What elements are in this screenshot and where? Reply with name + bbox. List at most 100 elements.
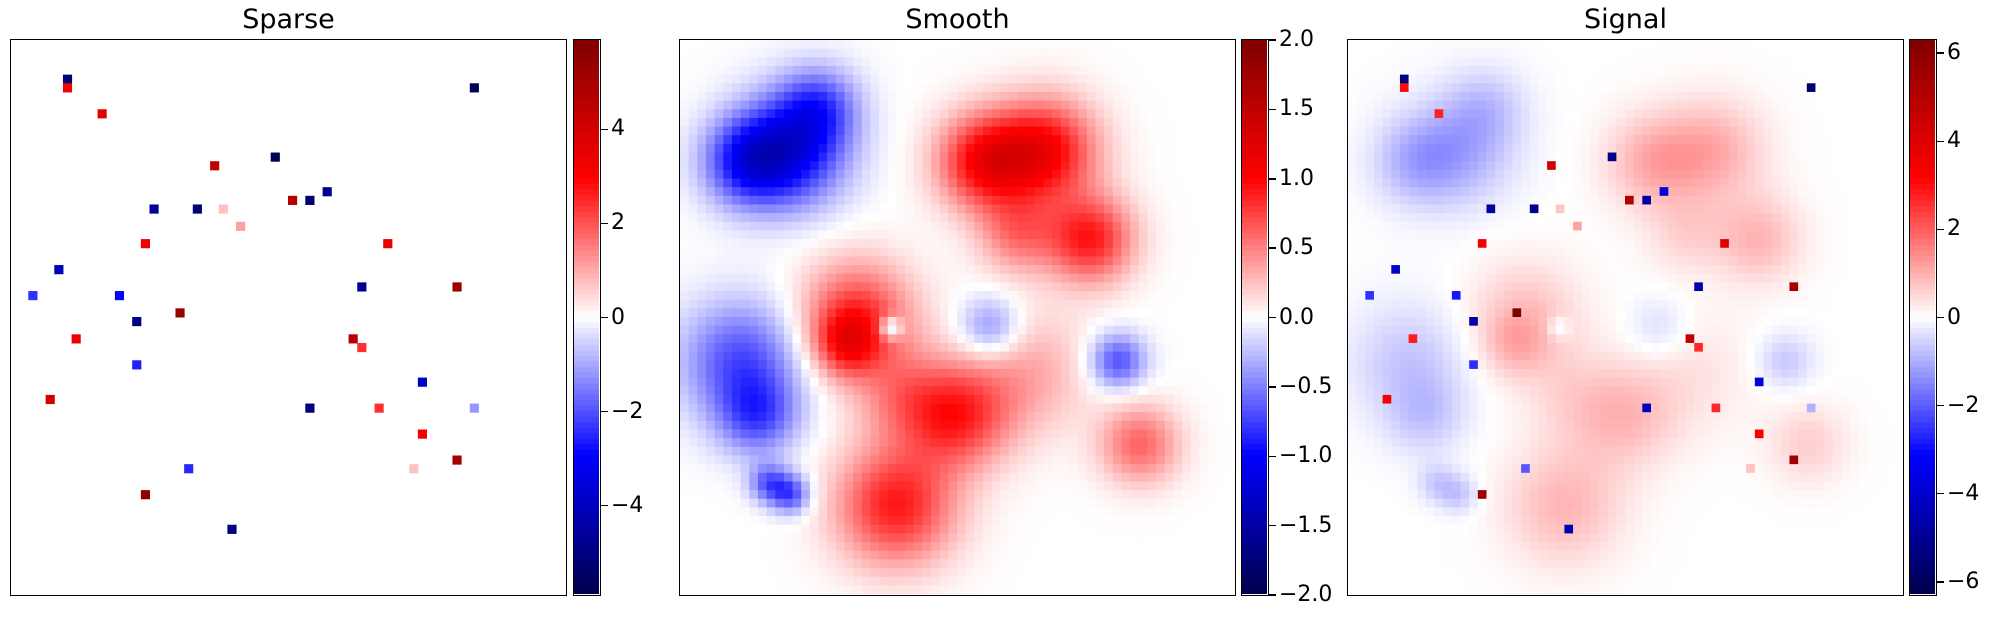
heatmap-cell xyxy=(1052,386,1062,396)
heatmap-cell xyxy=(1746,91,1756,102)
heatmap-cell xyxy=(1112,204,1123,214)
colorbar-segment xyxy=(1242,394,1267,401)
heatmap-cell xyxy=(731,169,742,180)
heatmap-cell xyxy=(896,135,906,145)
heatmap-cell xyxy=(1348,65,1358,76)
heatmap-cell xyxy=(870,161,880,171)
heatmap-cell xyxy=(939,178,949,188)
heatmap-cell xyxy=(1112,351,1123,361)
heatmap-cell xyxy=(879,464,889,474)
heatmap-cell xyxy=(1086,394,1097,405)
heatmap-cell xyxy=(870,40,880,50)
heatmap-cell xyxy=(775,152,785,162)
heatmap-cell xyxy=(931,377,941,387)
heatmap-cell xyxy=(731,412,742,422)
heatmap-cell xyxy=(792,377,802,387)
heatmap-cell xyxy=(1026,325,1036,335)
heatmap-cell xyxy=(1555,65,1566,76)
heatmap-cell xyxy=(749,420,759,431)
heatmap-cell xyxy=(939,57,949,67)
heatmap-cell xyxy=(1216,568,1226,578)
heatmap-cell xyxy=(1000,507,1010,517)
heatmap-cell xyxy=(1043,550,1053,560)
signal-heatmap xyxy=(1347,39,1904,596)
heatmap-cell xyxy=(1060,420,1071,431)
heatmap-cell xyxy=(939,169,949,180)
heatmap-cell xyxy=(1156,126,1166,136)
heatmap-cell xyxy=(1130,386,1140,396)
heatmap-cell xyxy=(991,299,1001,309)
heatmap-cell xyxy=(740,559,750,569)
heatmap-cell xyxy=(982,239,993,249)
heatmap-cell xyxy=(680,239,690,249)
heatmap-cell xyxy=(1216,91,1226,102)
heatmap-cell xyxy=(1443,91,1453,102)
heatmap-cell xyxy=(1156,325,1166,335)
heatmap-cell xyxy=(1365,100,1375,110)
heatmap-cell xyxy=(1164,377,1175,387)
heatmap-cell xyxy=(887,135,898,145)
heatmap-cell xyxy=(1060,213,1071,223)
heatmap-cell xyxy=(1000,109,1010,119)
heatmap-cell xyxy=(922,40,932,50)
heatmap-cell xyxy=(749,317,759,327)
heatmap-cell xyxy=(939,507,949,517)
heatmap-cell xyxy=(783,386,794,396)
heatmap-cell xyxy=(749,472,759,483)
heatmap-cell xyxy=(1607,83,1617,93)
heatmap-cell xyxy=(775,455,785,465)
heatmap-cell xyxy=(792,265,802,275)
heatmap-cell xyxy=(827,169,837,180)
heatmap-cell xyxy=(1104,498,1114,509)
heatmap-cell xyxy=(1121,282,1131,292)
heatmap-cell xyxy=(827,299,837,309)
heatmap-cell xyxy=(1078,386,1088,396)
heatmap-cell xyxy=(1052,342,1062,353)
heatmap-cell xyxy=(1806,57,1817,67)
heatmap-cell xyxy=(1095,299,1105,309)
heatmap-cell xyxy=(1052,585,1062,594)
heatmap-cell xyxy=(1026,455,1036,465)
heatmap-cell xyxy=(818,533,828,543)
heatmap-cell xyxy=(723,351,733,361)
heatmap-cell xyxy=(1008,195,1019,206)
heatmap-cell xyxy=(688,126,698,136)
heatmap-cell xyxy=(1225,472,1234,483)
heatmap-cell xyxy=(982,282,993,292)
heatmap-cell xyxy=(688,524,698,535)
heatmap-cell xyxy=(697,100,707,110)
heatmap-cell xyxy=(835,550,846,560)
heatmap-cell xyxy=(1043,265,1053,275)
heatmap-cell xyxy=(1182,91,1192,102)
heatmap-cell xyxy=(1208,213,1218,223)
heatmap-cell xyxy=(1164,516,1175,526)
heatmap-cell xyxy=(688,74,698,84)
heatmap-cell xyxy=(1581,57,1591,67)
heatmap-cell xyxy=(913,65,923,76)
heatmap-cell xyxy=(965,109,975,119)
heatmap-cell xyxy=(879,161,889,171)
heatmap-cell xyxy=(1199,143,1209,154)
heatmap-cell xyxy=(913,109,923,119)
heatmap-cell xyxy=(1815,65,1825,76)
heatmap-cell xyxy=(731,178,742,188)
heatmap-cell xyxy=(1086,576,1097,586)
heatmap-cell xyxy=(965,360,975,370)
heatmap-cell xyxy=(688,412,698,422)
heatmap-cell xyxy=(1026,91,1036,102)
heatmap-cell xyxy=(1138,126,1149,136)
heatmap-cell xyxy=(1104,213,1114,223)
heatmap-cell xyxy=(688,325,698,335)
heatmap-cell xyxy=(1616,65,1626,76)
heatmap-cell xyxy=(1564,48,1574,58)
heatmap-cell xyxy=(1208,524,1218,535)
heatmap-cell xyxy=(965,498,975,509)
heatmap-cell xyxy=(1216,57,1226,67)
heatmap-cell xyxy=(1121,472,1131,483)
heatmap-cell xyxy=(1841,109,1851,119)
heatmap-cell xyxy=(1078,576,1088,586)
heatmap-cell xyxy=(731,490,742,500)
heatmap-cell xyxy=(731,299,742,309)
heatmap-cell xyxy=(1216,533,1226,543)
heatmap-cell xyxy=(913,559,923,569)
